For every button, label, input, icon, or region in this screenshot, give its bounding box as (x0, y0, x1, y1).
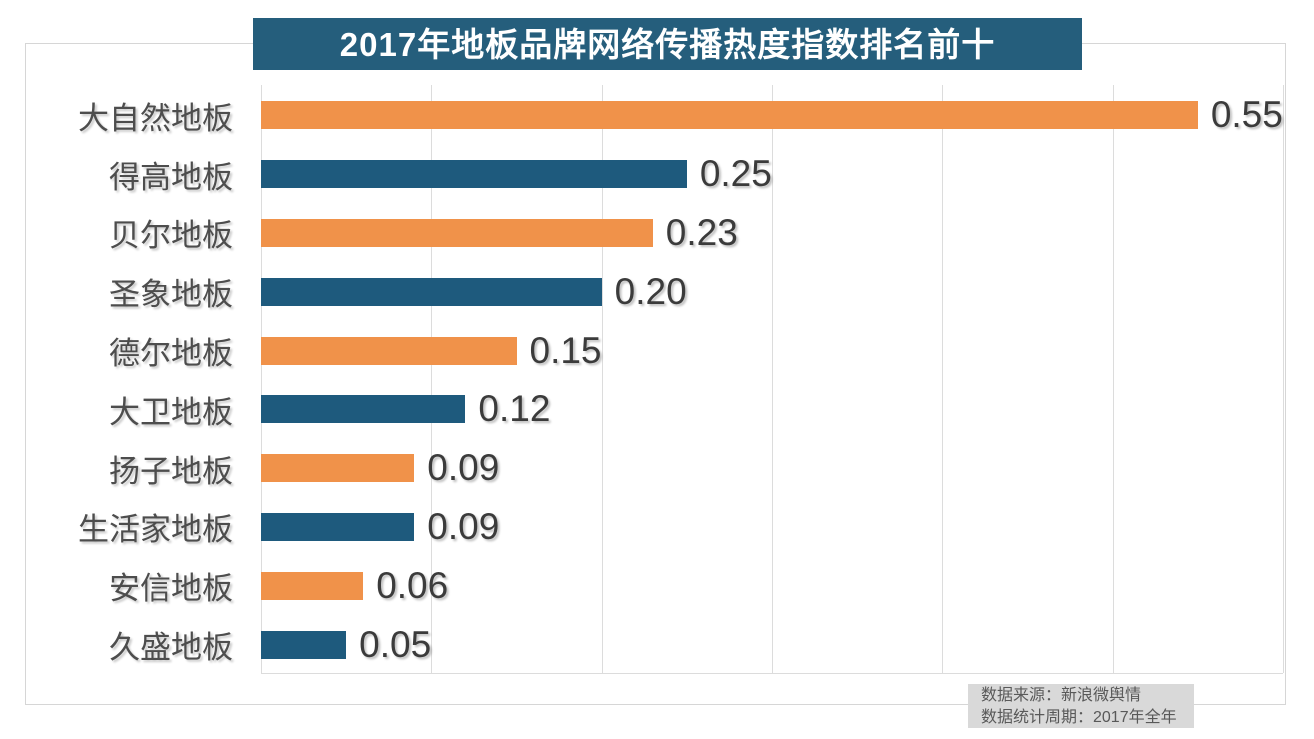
gridline (942, 85, 944, 673)
category-label: 得高地板 (109, 159, 233, 195)
value-label: 0.09 (427, 505, 500, 547)
bar-rows: 大自然地板 0.55 得高地板 0.25 贝尔地板 0.23 圣象地板 0.20 德尔地板 0.1… (25, 86, 1310, 674)
bar-row: 圣象地板 0.20 (25, 262, 1310, 321)
bar-row: 大卫地板 0.12 (25, 380, 1310, 439)
value-label: 0.12 (478, 388, 551, 430)
bar (261, 277, 602, 306)
category-label: 生活家地板 (78, 512, 233, 548)
value-label: 0.15 (529, 329, 602, 371)
bar-row: 久盛地板 0.05 (25, 615, 1310, 674)
category-label: 安信地板 (109, 571, 233, 607)
category-label: 圣象地板 (109, 277, 233, 313)
bar (261, 630, 347, 659)
category-label: 德尔地板 (109, 336, 233, 372)
bar (261, 101, 1198, 130)
bar-row: 大自然地板 0.55 (25, 86, 1310, 145)
chart-title: 2017年地板品牌网络传播热度指数排名前十 (253, 18, 1082, 70)
bar (261, 218, 653, 247)
plot-area (261, 85, 1284, 674)
category-label: 大卫地板 (109, 394, 233, 430)
gridline (601, 85, 603, 673)
bar-row: 德尔地板 0.15 (25, 321, 1310, 380)
gridline (772, 85, 773, 673)
category-label: 扬子地板 (109, 453, 233, 489)
value-label: 0.06 (376, 564, 449, 606)
bar (261, 454, 415, 483)
value-label: 0.05 (359, 623, 432, 665)
source-line: 数据来源：新浪微舆情 (981, 687, 1142, 704)
chart-frame (25, 43, 1286, 705)
bar-row: 安信地板 0.06 (25, 556, 1310, 615)
value-label: 0.25 (699, 153, 772, 195)
category-label: 大自然地板 (78, 100, 233, 136)
bar-row: 扬子地板 0.09 (25, 439, 1310, 498)
bar (261, 395, 466, 424)
period-line: 数据统计周期：2017年全年 (981, 709, 1177, 726)
bar (261, 571, 364, 600)
bar-row: 得高地板 0.25 (25, 145, 1310, 204)
category-label: 贝尔地板 (109, 218, 233, 254)
source-note: 数据来源：新浪微舆情 数据统计周期：2017年全年 (968, 684, 1194, 728)
value-label: 0.55 (1210, 94, 1283, 136)
value-label: 0.09 (427, 447, 500, 489)
bar (261, 336, 517, 365)
value-label: 0.20 (614, 270, 687, 312)
bar (261, 512, 415, 541)
bar (261, 160, 687, 189)
bar-row: 贝尔地板 0.23 (25, 204, 1310, 263)
gridline (431, 85, 433, 673)
gridline (261, 85, 262, 673)
gridline (1112, 85, 1114, 673)
bar-row: 生活家地板 0.09 (25, 498, 1310, 557)
value-label: 0.23 (665, 211, 738, 253)
category-label: 久盛地板 (109, 630, 233, 666)
gridline (1283, 85, 1284, 673)
